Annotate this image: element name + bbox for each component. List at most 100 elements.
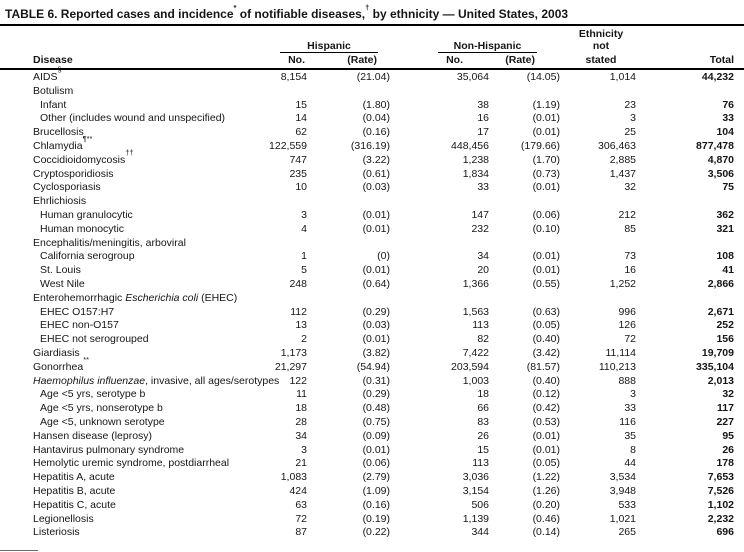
total: 41 [722, 264, 734, 277]
hispanic-no: 3 [301, 443, 307, 456]
nonhispanic-rate: (1.22) [532, 471, 560, 484]
table-row: Human monocytic 4 (0.01) 232 (0.10) 85 321 [33, 223, 734, 237]
table-row: EHEC O157:H7 112 (0.29) 1,563 (0.63) 996 2,671 [33, 306, 734, 320]
ethnicity-header-line1: Ethnicity [578, 28, 624, 40]
nonhispanic-rate: (0.10) [532, 222, 560, 235]
disease-label: West Nile [40, 277, 85, 290]
hispanic-no [262, 85, 307, 99]
nonhispanic-rate: (1.19) [532, 98, 560, 111]
hispanic-no [262, 195, 307, 209]
nonhispanic-rate: (0.05) [532, 319, 560, 332]
page-title: TABLE 6. Reported cases and incidence* o… [0, 0, 744, 26]
disease-label: AIDS§ [33, 65, 62, 83]
total: 117 [717, 402, 734, 415]
total: 335,104 [696, 360, 734, 373]
hispanic-rate: (0.01) [362, 208, 390, 221]
hispanic-rate: (316.19) [350, 139, 390, 152]
hispanic-no: 1,173 [280, 346, 307, 359]
nonhispanic-no: 232 [471, 222, 489, 235]
hispanic-no: 112 [290, 305, 307, 318]
table-row: Chlamydia¶** 122,559 (316.19) 448,456 (179.6… [33, 135, 734, 154]
table-row: Giardiasis 1,173 (3.82) 7,422 (3.42) 11,114 19… [33, 347, 734, 361]
total-column-header: Total [709, 54, 734, 66]
ethnicity-not-stated [560, 85, 636, 99]
hispanic-no: 62 [295, 126, 307, 139]
hispanic-no [262, 292, 307, 306]
hispanic-rate: (3.82) [362, 346, 390, 359]
nonhispanic-no: 147 [471, 208, 489, 221]
nonhispanic-no: 18 [477, 388, 489, 401]
table-row: Age <5, unknown serotype 28 (0.75) 83 (0.53)… [33, 416, 734, 430]
nonhispanic-rate: (0.55) [532, 277, 560, 290]
hispanic-no: 1 [301, 250, 307, 263]
table-row: Hepatitis A, acute 1,083 (2.79) 3,036 (1.22)… [33, 471, 734, 485]
ethnicity-not-stated: 33 [624, 402, 636, 415]
hispanic-rate: (0.48) [362, 402, 390, 415]
hispanic-no: 122,559 [269, 139, 307, 152]
table-row: EHEC non-O157 13 (0.03) 113 (0.05) 126 252 [33, 319, 734, 333]
ethnicity-not-stated [560, 292, 636, 306]
total: 4,870 [707, 153, 734, 166]
hispanic-rate: (0.01) [362, 264, 390, 277]
disease-label: Gonorrhea** [33, 354, 90, 373]
table-row: Hemolytic uremic syndrome, postdiarrheal… [33, 457, 734, 471]
nonhispanic-no: 113 [472, 457, 489, 470]
hispanic-no: 72 [295, 512, 307, 525]
table-row: Listeriosis 87 (0.22) 344 (0.14) 265 696 [33, 526, 734, 540]
table-row: Botulism [33, 85, 734, 99]
nonhispanic-no: 26 [477, 429, 489, 442]
ethnicity-not-stated: 11,114 [605, 346, 636, 359]
nonhispanic-rate: (0.63) [532, 305, 560, 318]
hispanic-no: 21 [295, 457, 307, 470]
hispanic-rate: (0.16) [362, 126, 390, 139]
ethnicity-not-stated: 23 [624, 98, 636, 111]
ethnicity-not-stated: 16 [624, 264, 636, 277]
disease-label: Enterohemorrhagic Escherichia coli (EHEC… [33, 291, 238, 304]
total: 696 [716, 526, 734, 539]
total: 44,232 [701, 71, 734, 83]
table-row: Age <5 yrs, serotype b 11 (0.29) 18 (0.12) 3 3… [33, 388, 734, 402]
ethnicity-not-stated: 3 [630, 112, 636, 125]
hispanic-rate [307, 195, 390, 209]
nonhispanic-no [390, 195, 489, 209]
total: 108 [716, 250, 734, 263]
hispanic-no: 3 [301, 208, 307, 221]
hispanic-rate: (0.61) [362, 167, 390, 180]
disease-label: Hepatitis C, acute [33, 498, 116, 511]
table-row: Enterohemorrhagic Escherichia coli (EHEC… [33, 292, 734, 306]
hispanic-no: 424 [289, 484, 307, 497]
hispanic-no: 1,083 [280, 471, 307, 484]
nonhispanic-no [390, 85, 489, 99]
disease-label: EHEC non-O157 [40, 319, 119, 332]
hispanic-no: 10 [295, 181, 307, 194]
ethnicity-not-stated: 3,948 [609, 484, 636, 497]
hispanic-no: 747 [289, 153, 307, 166]
disease-label: Other (includes wound and unspecified) [40, 112, 226, 125]
hispanic-no: 122 [289, 374, 307, 387]
hispanic-rate-header: (Rate) [347, 54, 377, 66]
disease-label: EHEC not serogrouped [40, 333, 149, 346]
table-row: Hantavirus pulmonary syndrome 3 (0.01) 15 (0… [33, 444, 734, 458]
hispanic-rate: (0.19) [362, 512, 390, 525]
ethnicity-not-stated: 1,437 [609, 167, 636, 180]
nonhispanic-no: 1,003 [462, 374, 489, 387]
ethnicity-not-stated: 126 [618, 319, 636, 332]
ethnicity-not-stated [560, 237, 636, 251]
nonhispanic-rate: (14.05) [526, 71, 560, 83]
nonhispanic-no: 38 [477, 98, 489, 111]
ethnicity-not-stated: 35 [624, 429, 636, 442]
total: 2,232 [707, 512, 734, 525]
ethnicity-not-stated: 888 [618, 374, 636, 387]
nonhispanic-rate: (0.06) [532, 208, 560, 221]
disease-label: St. Louis [40, 264, 81, 277]
disease-label: Hemolytic uremic syndrome, postdiarrheal [33, 457, 230, 470]
hispanic-no: 15 [295, 98, 307, 111]
total: 7,526 [707, 484, 734, 497]
nonhispanic-no: 113 [472, 319, 489, 332]
table-row: Encephalitis/meningitis, arboviral [33, 237, 734, 251]
disease-label: Age <5, unknown serotype [40, 415, 165, 428]
ethnicity-not-stated: 110,213 [598, 360, 636, 373]
disease-label: Infant [40, 98, 67, 111]
hispanic-rate: (0.04) [362, 112, 390, 125]
